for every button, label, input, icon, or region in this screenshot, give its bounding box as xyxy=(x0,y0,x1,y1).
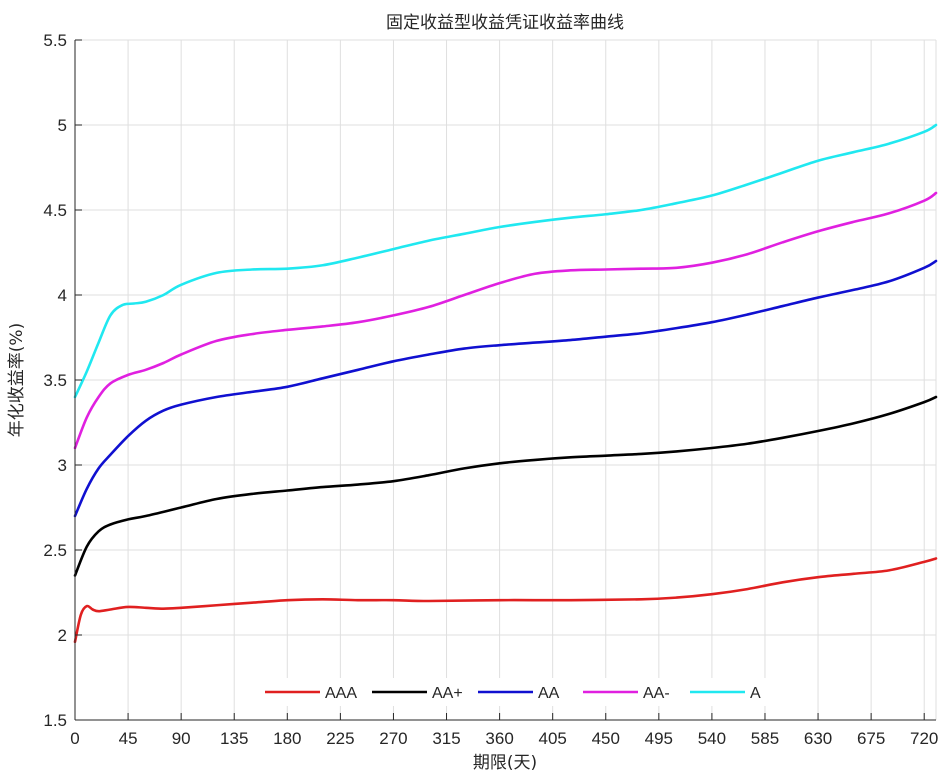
x-tick-label: 90 xyxy=(172,729,191,748)
y-tick-label: 3 xyxy=(58,456,67,475)
x-ticks: 0 45 90 135 180 225 270 315 360 405 450 495 540 585 63… xyxy=(70,713,938,748)
chart-title: 固定收益型收益凭证收益率曲线 xyxy=(386,13,624,33)
x-tick-label: 0 xyxy=(70,729,79,748)
x-tick-label: 135 xyxy=(220,729,248,748)
legend-label: AA- xyxy=(643,685,670,702)
x-axis-label: 期限(天) xyxy=(473,753,537,773)
series-line-aa-minus xyxy=(73,191,938,450)
y-tick-label: 1.5 xyxy=(43,711,67,730)
legend-label: AA xyxy=(538,685,560,702)
y-tick-label: 2 xyxy=(58,626,67,645)
legend-label: AA+ xyxy=(432,685,463,702)
x-tick-label: 630 xyxy=(804,729,832,748)
y-tick-label: 2.5 xyxy=(43,541,67,560)
legend-label: AAA xyxy=(325,685,357,702)
x-tick-label: 720 xyxy=(910,729,938,748)
y-tick-label: 5 xyxy=(58,116,67,135)
x-tick-label: 450 xyxy=(592,729,620,748)
grid xyxy=(75,39,937,720)
legend-label: A xyxy=(750,685,761,702)
y-tick-label: 5.5 xyxy=(43,31,67,50)
series-line-aaa xyxy=(73,557,938,644)
series-line-aa-plus xyxy=(73,395,938,577)
x-tick-label: 315 xyxy=(432,729,460,748)
series-line-aa xyxy=(73,259,938,518)
y-ticks: 1.5 2 2.5 3 3.5 4 4.5 5 5.5 xyxy=(43,31,82,730)
y-tick-label: 4.5 xyxy=(43,201,67,220)
x-tick-label: 270 xyxy=(379,729,407,748)
y-tick-label: 4 xyxy=(58,286,67,305)
x-tick-label: 360 xyxy=(485,729,513,748)
x-tick-label: 45 xyxy=(119,729,138,748)
x-tick-label: 225 xyxy=(326,729,354,748)
x-tick-label: 540 xyxy=(698,729,726,748)
y-tick-label: 3.5 xyxy=(43,371,67,390)
x-tick-label: 180 xyxy=(273,729,301,748)
x-tick-label: 585 xyxy=(751,729,779,748)
x-tick-label: 495 xyxy=(645,729,673,748)
y-axis-label: 年化收益率(%) xyxy=(7,323,27,437)
series-group xyxy=(73,123,938,644)
x-tick-label: 675 xyxy=(857,729,885,748)
legend: AAA AA+ AA AA- A xyxy=(258,678,780,706)
x-tick-label: 405 xyxy=(538,729,566,748)
series-line-a xyxy=(73,123,938,399)
